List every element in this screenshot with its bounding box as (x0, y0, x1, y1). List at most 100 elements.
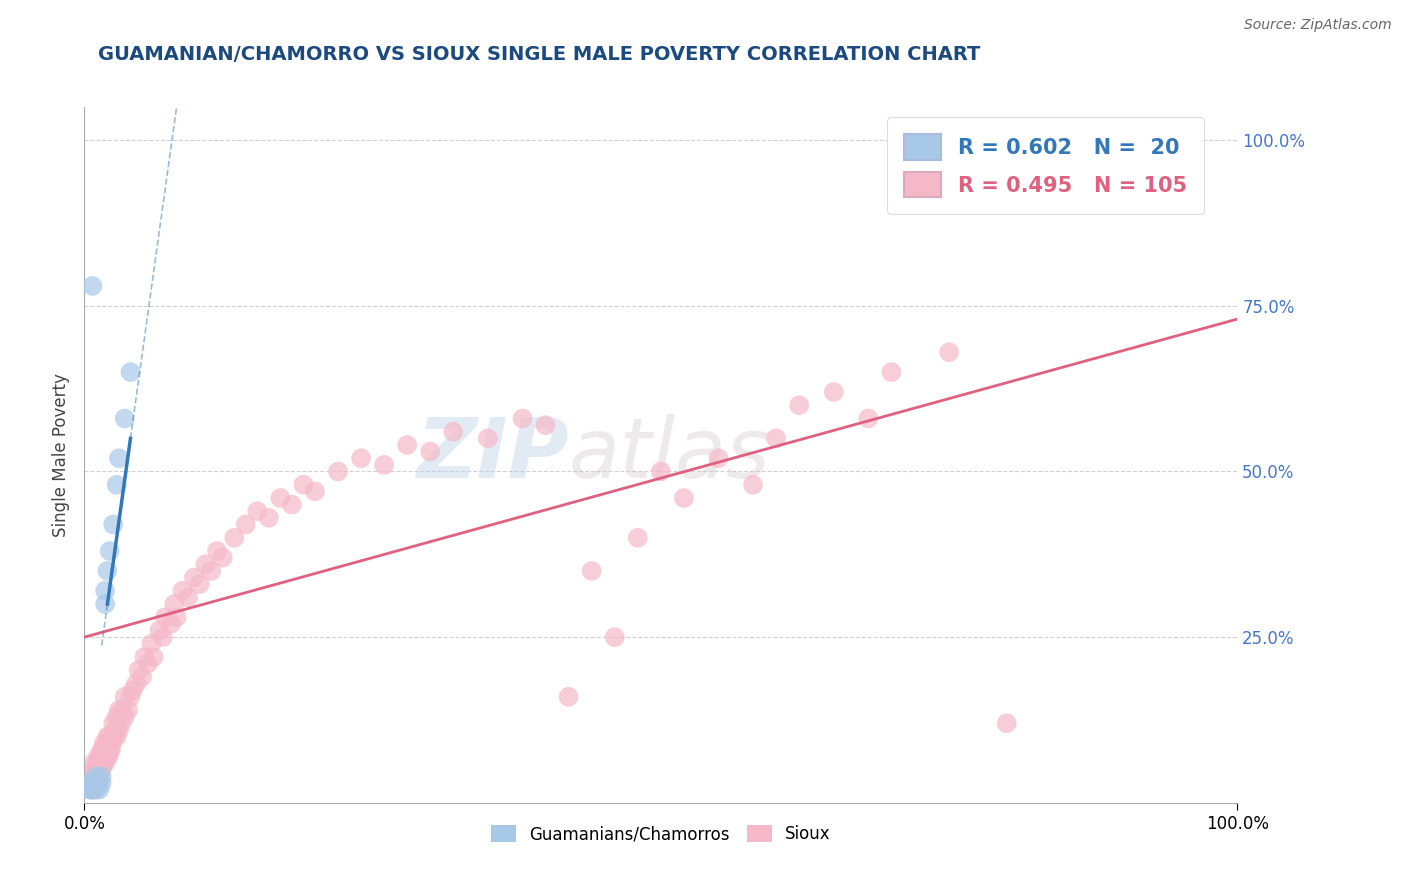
Point (89, 769, 111, 783)
Point (97, 736, 120, 750)
Point (82, 782, 104, 797)
Point (477, 431, 499, 445)
Point (650, 465, 672, 479)
Point (269, 491, 291, 505)
Point (235, 517, 257, 532)
Point (87, 749, 110, 764)
Point (183, 570, 205, 584)
Point (142, 650, 165, 665)
Point (110, 716, 132, 731)
Point (742, 477, 765, 491)
Point (117, 703, 139, 717)
Point (91, 743, 114, 757)
Point (128, 663, 150, 677)
Point (880, 365, 903, 379)
Point (93, 736, 115, 750)
Text: Source: ZipAtlas.com: Source: ZipAtlas.com (1244, 18, 1392, 32)
Point (672, 491, 695, 505)
Point (141, 637, 163, 651)
Point (100, 743, 122, 757)
Point (84, 776, 107, 790)
Point (103, 517, 124, 532)
Point (98, 730, 121, 744)
Point (350, 451, 373, 466)
Point (419, 444, 441, 458)
Point (136, 657, 159, 671)
Point (84, 782, 107, 797)
Text: GUAMANIAN/CHAMORRO VS SIOUX SINGLE MALE POVERTY CORRELATION CHART: GUAMANIAN/CHAMORRO VS SIOUX SINGLE MALE … (98, 45, 981, 63)
Point (707, 451, 730, 466)
Point (938, 345, 960, 359)
Point (114, 709, 136, 723)
Point (304, 484, 326, 499)
Point (96, 564, 118, 578)
Point (257, 511, 280, 525)
Point (557, 690, 579, 704)
Point (194, 558, 217, 572)
Point (114, 411, 136, 425)
Point (105, 477, 128, 491)
Point (134, 650, 156, 665)
Point (94, 743, 117, 757)
Text: ZIP: ZIP (416, 415, 568, 495)
Point (105, 709, 128, 723)
Point (96, 736, 118, 750)
Point (441, 425, 464, 439)
Point (160, 616, 183, 631)
Point (83, 782, 105, 797)
Point (83, 756, 105, 770)
Point (90, 769, 112, 783)
Point (83, 776, 105, 790)
Point (94, 597, 117, 611)
Point (534, 418, 557, 433)
Point (84, 769, 107, 783)
Point (84, 763, 107, 777)
Point (172, 583, 194, 598)
Legend: Guamanians/Chamorros, Sioux: Guamanians/Chamorros, Sioux (485, 819, 837, 850)
Point (83, 769, 105, 783)
Point (98, 743, 121, 757)
Point (86, 756, 108, 770)
Point (96, 730, 118, 744)
Point (105, 730, 128, 744)
Point (858, 411, 880, 425)
Point (153, 610, 176, 624)
Point (163, 597, 186, 611)
Point (200, 564, 222, 578)
Point (79, 782, 101, 797)
Point (89, 763, 111, 777)
Point (89, 782, 111, 797)
Point (108, 451, 131, 466)
Point (104, 723, 127, 737)
Point (581, 564, 603, 578)
Point (373, 458, 395, 472)
Point (177, 591, 200, 605)
Point (94, 583, 117, 598)
Point (823, 384, 845, 399)
Point (995, 716, 1018, 731)
Point (211, 550, 233, 565)
Point (82, 279, 104, 293)
Point (326, 465, 349, 479)
Point (111, 703, 134, 717)
Point (80, 769, 103, 783)
Point (120, 365, 142, 379)
Point (188, 577, 211, 591)
Point (108, 703, 131, 717)
Point (292, 477, 315, 491)
Point (89, 756, 111, 770)
Point (82, 763, 104, 777)
Point (90, 776, 112, 790)
Text: atlas: atlas (568, 415, 770, 495)
Point (79, 782, 101, 797)
Point (120, 690, 142, 704)
Point (166, 610, 188, 624)
Point (97, 749, 120, 764)
Point (93, 756, 115, 770)
Point (103, 730, 124, 744)
Point (101, 736, 124, 750)
Point (103, 716, 124, 731)
Point (86, 776, 108, 790)
Point (246, 504, 269, 518)
Point (103, 730, 125, 744)
